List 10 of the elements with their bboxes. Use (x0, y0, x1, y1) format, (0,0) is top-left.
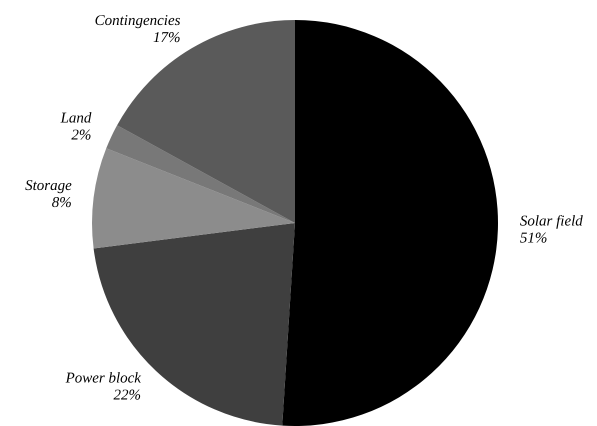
slice-label: Solar field (520, 214, 584, 230)
data-label: 8% (52, 195, 72, 212)
data-label: 51% (520, 230, 548, 247)
slice-label: Power block (64, 370, 142, 386)
slice-label: Contingencies (94, 12, 181, 29)
data-label: 17% (152, 30, 180, 46)
slice-label: Storage (25, 178, 72, 194)
data-label: 2% (71, 128, 92, 144)
slice-label: Land (60, 110, 92, 127)
data-label: 22% (113, 387, 141, 404)
